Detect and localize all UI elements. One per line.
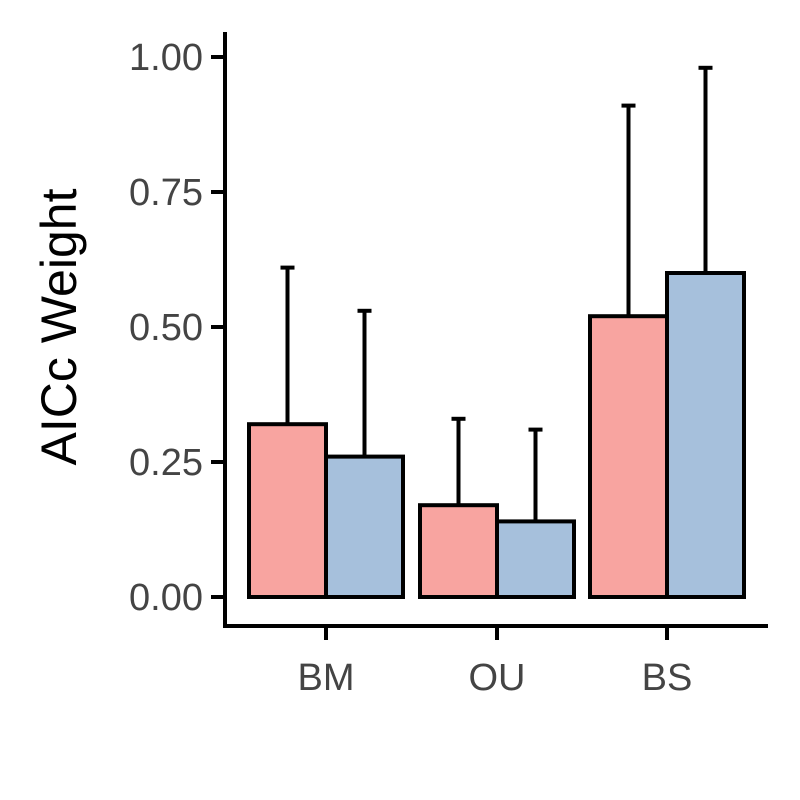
x-tick-label-bs: BS [642, 657, 693, 699]
bar-bs-2 [665, 271, 746, 599]
x-ticks: BM OU BS [298, 626, 693, 699]
y-tick-label: 0.50 [129, 307, 203, 349]
y-axis-title: AICc Weight [31, 188, 87, 465]
x-tick-label-ou: OU [469, 657, 526, 699]
x-tick-label-bm: BM [298, 657, 355, 699]
bar-ou-2 [495, 519, 576, 600]
error-bars-layer [280, 65, 713, 522]
bars-layer [247, 271, 746, 600]
y-ticks: 0.00 0.25 0.50 0.75 1.00 [129, 37, 225, 619]
y-tick-label: 0.00 [129, 577, 203, 619]
bar-bm-1 [247, 422, 328, 600]
y-tick-label: 0.75 [129, 172, 203, 214]
y-tick-label: 0.25 [129, 442, 203, 484]
bar-ou-1 [418, 503, 499, 600]
bar-bm-2 [324, 454, 405, 599]
bar-bs-1 [588, 314, 669, 599]
y-tick-label: 1.00 [129, 37, 203, 79]
